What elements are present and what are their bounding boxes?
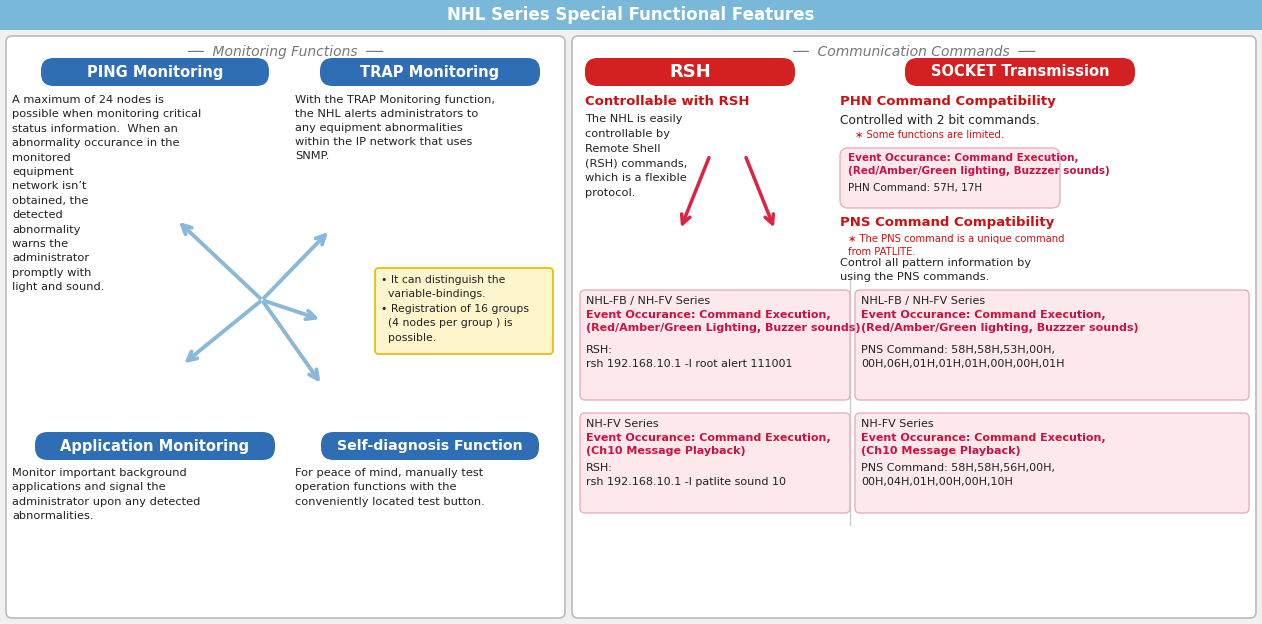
Text: Event Occurance: Command Execution,
(Ch10 Message Playback): Event Occurance: Command Execution, (Ch1… <box>586 433 830 456</box>
FancyBboxPatch shape <box>321 58 540 86</box>
Text: Controllable with RSH: Controllable with RSH <box>586 95 750 108</box>
FancyBboxPatch shape <box>581 413 851 513</box>
Text: NHL-FB / NH-FV Series: NHL-FB / NH-FV Series <box>861 296 986 306</box>
FancyBboxPatch shape <box>321 432 539 460</box>
FancyBboxPatch shape <box>375 268 553 354</box>
FancyBboxPatch shape <box>35 432 275 460</box>
Text: ──  Communication Commands  ──: ── Communication Commands ── <box>793 45 1036 59</box>
FancyBboxPatch shape <box>840 148 1060 208</box>
Text: Controlled with 2 bit commands.: Controlled with 2 bit commands. <box>840 114 1040 127</box>
Bar <box>0 0 1262 30</box>
Text: Event Occurance: Command Execution,
(Ch10 Message Playback): Event Occurance: Command Execution, (Ch1… <box>861 433 1106 456</box>
Text: With the TRAP Monitoring function,
the NHL alerts administrators to
any equipmen: With the TRAP Monitoring function, the N… <box>295 95 495 161</box>
FancyBboxPatch shape <box>586 58 795 86</box>
Text: RSH:
rsh 192.168.10.1 -l patlite sound 10: RSH: rsh 192.168.10.1 -l patlite sound 1… <box>586 463 786 487</box>
Text: ──  Monitoring Functions  ──: ── Monitoring Functions ── <box>188 45 384 59</box>
Text: NHL-FB / NH-FV Series: NHL-FB / NH-FV Series <box>586 296 711 306</box>
FancyBboxPatch shape <box>572 36 1256 618</box>
Text: ∗ Some functions are limited.: ∗ Some functions are limited. <box>854 130 1005 140</box>
FancyBboxPatch shape <box>905 58 1135 86</box>
Text: ∗ The PNS command is a unique command
from PATLITE.: ∗ The PNS command is a unique command fr… <box>848 234 1065 257</box>
Text: Event Occurance: Command Execution,
(Red/Amber/Green lighting, Buzzzer sounds): Event Occurance: Command Execution, (Red… <box>848 153 1109 176</box>
FancyBboxPatch shape <box>581 290 851 400</box>
FancyBboxPatch shape <box>854 290 1249 400</box>
Text: A maximum of 24 nodes is
possible when monitoring critical
status information.  : A maximum of 24 nodes is possible when m… <box>13 95 201 292</box>
Text: NH-FV Series: NH-FV Series <box>861 419 934 429</box>
Text: The NHL is easily
controllable by
Remote Shell
(RSH) commands,
which is a flexib: The NHL is easily controllable by Remote… <box>586 114 688 198</box>
Text: NHL Series Special Functional Features: NHL Series Special Functional Features <box>447 6 815 24</box>
Text: TRAP Monitoring: TRAP Monitoring <box>361 64 500 79</box>
FancyBboxPatch shape <box>6 36 565 618</box>
Text: Self-diagnosis Function: Self-diagnosis Function <box>337 439 522 453</box>
Text: PHN Command: 57H, 17H: PHN Command: 57H, 17H <box>848 183 982 193</box>
Text: RSH: RSH <box>669 63 711 81</box>
FancyBboxPatch shape <box>854 413 1249 513</box>
FancyBboxPatch shape <box>40 58 269 86</box>
Text: PING Monitoring: PING Monitoring <box>87 64 223 79</box>
Text: PNS Command Compatibility: PNS Command Compatibility <box>840 216 1054 229</box>
Text: Monitor important background
applications and signal the
administrator upon any : Monitor important background application… <box>13 468 201 521</box>
Text: For peace of mind, manually test
operation functions with the
conveniently locat: For peace of mind, manually test operati… <box>295 468 485 507</box>
Text: Event Occurance: Command Execution,
(Red/Amber/Green lighting, Buzzzer sounds): Event Occurance: Command Execution, (Red… <box>861 310 1138 333</box>
Text: RSH:
rsh 192.168.10.1 -l root alert 111001: RSH: rsh 192.168.10.1 -l root alert 1110… <box>586 345 793 369</box>
Text: Event Occurance: Command Execution,
(Red/Amber/Green Lighting, Buzzer sounds): Event Occurance: Command Execution, (Red… <box>586 310 861 333</box>
Text: Application Monitoring: Application Monitoring <box>61 439 250 454</box>
Text: PHN Command Compatibility: PHN Command Compatibility <box>840 95 1056 108</box>
Text: • It can distinguish the
  variable-bindings.
• Registration of 16 groups
  (4 n: • It can distinguish the variable-bindin… <box>381 275 529 343</box>
Text: PNS Command: 58H,58H,53H,00H,
00H,06H,01H,01H,01H,00H,00H,01H: PNS Command: 58H,58H,53H,00H, 00H,06H,01… <box>861 345 1065 369</box>
Text: Control all pattern information by
using the PNS commands.: Control all pattern information by using… <box>840 258 1031 282</box>
Text: SOCKET Transmission: SOCKET Transmission <box>931 64 1109 79</box>
Text: NH-FV Series: NH-FV Series <box>586 419 659 429</box>
Text: PNS Command: 58H,58H,56H,00H,
00H,04H,01H,00H,00H,10H: PNS Command: 58H,58H,56H,00H, 00H,04H,01… <box>861 463 1055 487</box>
